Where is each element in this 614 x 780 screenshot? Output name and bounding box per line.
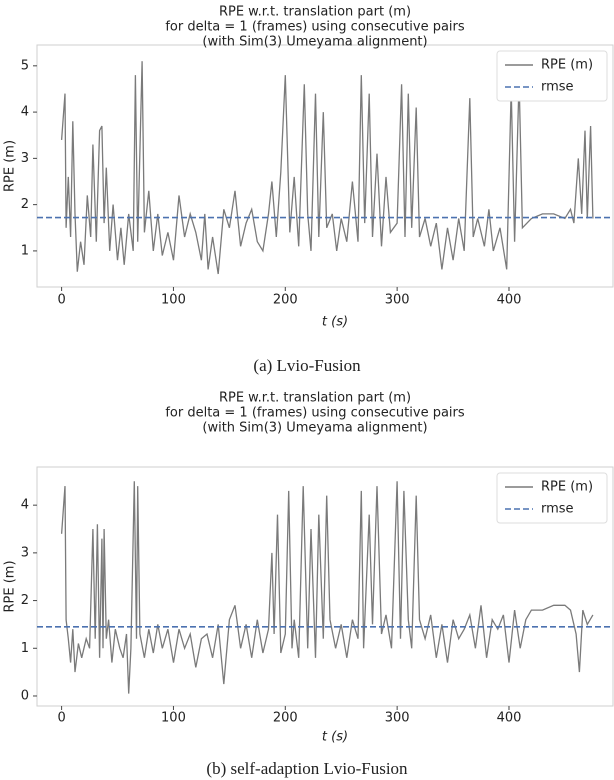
x-tick-label: 400: [497, 711, 522, 726]
y-tick-label: 2: [21, 593, 29, 608]
y-axis-label: RPE (m): [3, 560, 18, 612]
legend-label: RPE (m): [541, 58, 593, 73]
chart-title: for delta = 1 (frames) using consecutive…: [165, 20, 465, 35]
x-axis-label: t (s): [322, 730, 348, 745]
legend: RPE (m) rmse: [496, 50, 608, 102]
x-tick-label: 200: [273, 293, 298, 308]
y-tick-label: 5: [21, 58, 29, 73]
y-tick-label: 1: [21, 641, 29, 656]
y-tick-label: 0: [21, 688, 29, 703]
y-tick-label: 3: [21, 151, 29, 166]
x-tick-label: 0: [57, 293, 65, 308]
x-tick-label: 0: [57, 711, 65, 726]
y-tick-label: 2: [21, 197, 29, 212]
x-tick-label: 300: [385, 711, 410, 726]
chart-title: RPE w.r.t. translation part (m): [219, 5, 411, 20]
y-axis-label: RPE (m): [3, 140, 18, 192]
x-tick-label: 100: [161, 293, 186, 308]
x-tick-label: 100: [161, 711, 186, 726]
legend-label: rmse: [541, 502, 574, 517]
y-tick-label: 1: [21, 243, 29, 258]
data-line: [60, 61, 594, 275]
data-line: [60, 481, 594, 694]
x-tick-label: 400: [497, 293, 522, 308]
caption: (a) Lvio-Fusion: [253, 356, 361, 375]
x-tick-label: 300: [385, 293, 410, 308]
x-tick-label: 200: [273, 711, 298, 726]
caption: (b) self-adaption Lvio-Fusion: [206, 759, 408, 778]
chart-title: for delta = 1 (frames) using consecutive…: [165, 406, 465, 421]
y-tick-label: 4: [21, 105, 29, 120]
y-tick-label: 4: [21, 498, 29, 513]
chart-title: (with Sim(3) Umeyama alignment): [202, 35, 427, 50]
legend-box: [496, 50, 608, 102]
x-axis-label: t (s): [322, 315, 348, 330]
legend-box: [496, 472, 608, 524]
chart-title: (with Sim(3) Umeyama alignment): [202, 421, 427, 436]
legend-label: rmse: [541, 80, 574, 95]
y-tick-label: 3: [21, 545, 29, 560]
legend: RPE (m) rmse: [496, 472, 608, 524]
chart-title: RPE w.r.t. translation part (m): [219, 391, 411, 406]
legend-label: RPE (m): [541, 480, 593, 495]
